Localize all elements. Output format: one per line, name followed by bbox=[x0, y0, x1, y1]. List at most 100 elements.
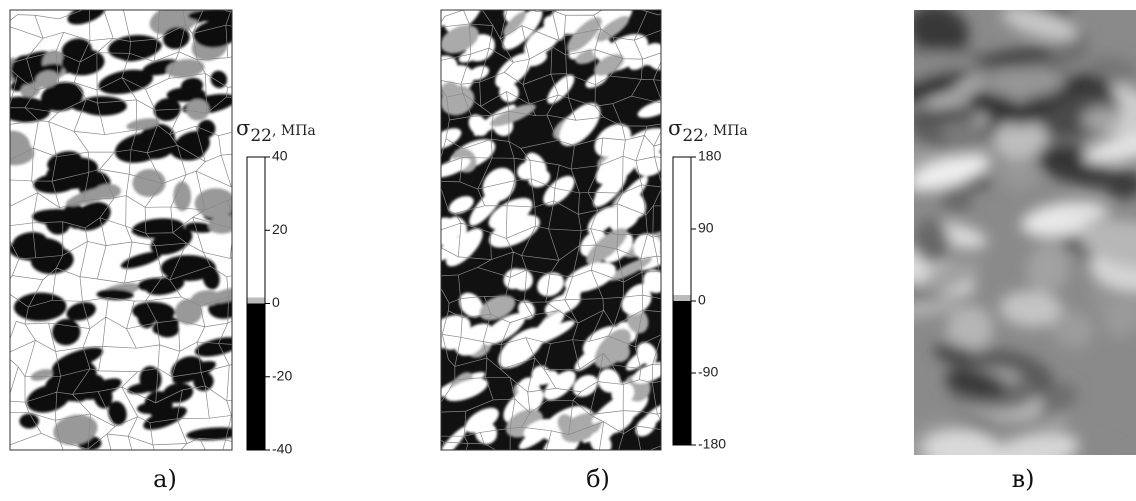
grain bbox=[184, 222, 214, 233]
blobs bbox=[914, 10, 1136, 455]
blob bbox=[993, 118, 1047, 160]
grain bbox=[441, 232, 478, 263]
grain bbox=[20, 81, 41, 99]
blob bbox=[914, 104, 985, 125]
grain bbox=[11, 55, 41, 85]
caption: а) bbox=[153, 465, 177, 493]
grain bbox=[441, 315, 471, 349]
colorbar-positive bbox=[247, 157, 265, 304]
grain bbox=[175, 298, 203, 325]
grain bbox=[441, 426, 468, 450]
grain bbox=[448, 196, 474, 214]
grain bbox=[13, 232, 47, 250]
subscript: 22 bbox=[682, 126, 704, 146]
grain bbox=[186, 427, 232, 441]
blob bbox=[914, 298, 960, 320]
grain bbox=[625, 347, 654, 371]
blob bbox=[914, 70, 970, 103]
colorbar: 40 20 0 -20 -40 σ22, МПа bbox=[236, 116, 316, 457]
blob bbox=[991, 67, 1066, 98]
grain bbox=[621, 287, 652, 315]
grain bbox=[587, 206, 618, 235]
colorbar: 180 90 0 -90 -180 σ22, МПа bbox=[668, 116, 748, 452]
blob bbox=[940, 112, 984, 151]
grain bbox=[66, 302, 96, 321]
grain bbox=[139, 366, 162, 393]
blob bbox=[1080, 219, 1136, 269]
grain bbox=[10, 130, 31, 161]
grain bbox=[594, 53, 625, 76]
blob bbox=[999, 290, 1063, 328]
grain bbox=[637, 99, 661, 118]
grain bbox=[132, 301, 176, 322]
blob bbox=[969, 93, 1038, 125]
blob bbox=[1102, 296, 1136, 338]
grain bbox=[165, 59, 205, 78]
stress-map-c bbox=[914, 10, 1136, 455]
grain bbox=[210, 70, 228, 89]
grain bbox=[33, 173, 79, 194]
grain bbox=[633, 233, 661, 262]
grain bbox=[171, 356, 204, 383]
symbol: σ bbox=[668, 116, 682, 140]
grain bbox=[173, 181, 192, 212]
blob bbox=[943, 369, 1008, 398]
grain bbox=[114, 132, 168, 163]
grain bbox=[543, 370, 576, 401]
grain bbox=[505, 54, 530, 70]
grain bbox=[19, 413, 39, 429]
blob bbox=[1026, 243, 1070, 294]
tick-label: 0 bbox=[698, 292, 706, 308]
grain bbox=[564, 262, 616, 293]
colorbar-positive bbox=[673, 157, 691, 301]
grain bbox=[180, 77, 204, 95]
blob bbox=[1001, 10, 1078, 41]
tick-label: -90 bbox=[698, 364, 718, 380]
grain bbox=[482, 167, 516, 202]
grain bbox=[108, 401, 127, 426]
grain bbox=[52, 318, 81, 346]
grain bbox=[490, 104, 536, 127]
grain bbox=[531, 365, 551, 386]
tick-label: 40 bbox=[272, 148, 288, 164]
grain bbox=[441, 85, 475, 116]
caption: в) bbox=[1012, 465, 1035, 493]
grain bbox=[643, 269, 661, 294]
grain bbox=[160, 255, 216, 281]
grain bbox=[53, 347, 103, 371]
grain bbox=[499, 82, 519, 103]
grain bbox=[646, 46, 661, 70]
grain bbox=[567, 16, 602, 53]
grain bbox=[597, 368, 621, 393]
grain bbox=[632, 362, 661, 384]
grain bbox=[594, 328, 631, 369]
tick-label: -40 bbox=[272, 441, 292, 457]
grain bbox=[441, 128, 462, 150]
grain bbox=[197, 119, 216, 138]
grain bbox=[120, 251, 162, 269]
blob bbox=[923, 430, 1005, 455]
grain bbox=[537, 272, 565, 297]
grain bbox=[188, 10, 232, 22]
grain bbox=[96, 289, 134, 300]
grain bbox=[528, 169, 551, 188]
grain bbox=[503, 11, 527, 36]
tick-label: 0 bbox=[272, 294, 280, 310]
tick-label: -20 bbox=[272, 367, 292, 383]
blob bbox=[947, 305, 993, 352]
grain bbox=[498, 327, 545, 369]
unit: , МПа bbox=[272, 123, 316, 139]
stress-map-a bbox=[10, 10, 232, 450]
blob bbox=[1052, 310, 1094, 348]
grain-boundaries bbox=[10, 10, 232, 450]
grain bbox=[143, 406, 187, 430]
colorbar-negative bbox=[673, 301, 691, 445]
grain bbox=[628, 53, 650, 70]
tick-label: 180 bbox=[698, 148, 722, 164]
grain bbox=[53, 414, 98, 446]
grain bbox=[154, 320, 179, 338]
grain bbox=[35, 70, 59, 89]
tick-label: -180 bbox=[698, 436, 726, 452]
grain bbox=[441, 217, 460, 246]
